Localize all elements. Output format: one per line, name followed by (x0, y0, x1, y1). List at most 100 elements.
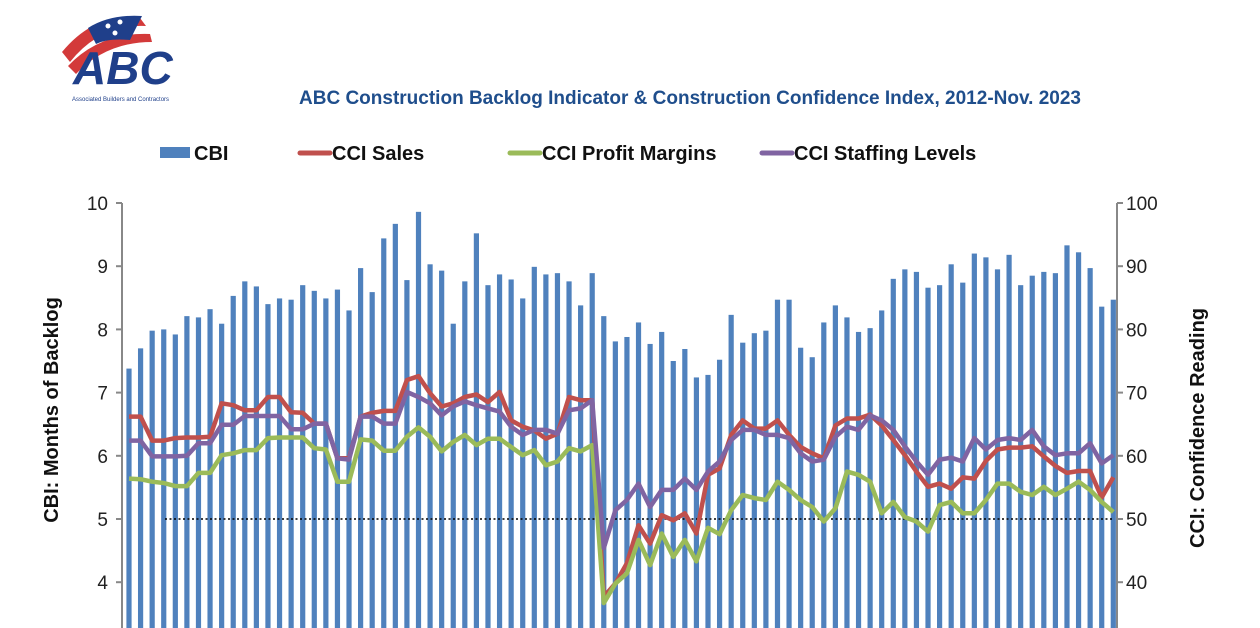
cbi-bar (496, 274, 503, 628)
cbi-bar (913, 271, 920, 628)
cbi-bar (635, 322, 642, 628)
cbi-bar (473, 233, 479, 628)
cbi-bar (983, 257, 989, 628)
cbi-bar (1064, 245, 1070, 628)
cbi-bar (508, 279, 514, 628)
y2-tick-label: 80 (1126, 320, 1147, 341)
cbi-bar (578, 305, 584, 628)
cbi-bar (879, 310, 885, 628)
cbi-bar (1087, 268, 1093, 628)
cbi-bar (693, 377, 700, 628)
cbi-bar (392, 223, 398, 628)
cbi-bar (670, 361, 676, 628)
cbi-bar (381, 238, 387, 628)
y-tick-label: 6 (97, 447, 108, 468)
cbi-bar (1075, 252, 1082, 628)
cbi-bar (763, 330, 769, 628)
cbi-bar (253, 286, 259, 628)
legend: CBI CCI Sales CCI Profit Margins CCI Staffi… (160, 143, 976, 165)
legend-label: CBI (194, 143, 228, 165)
cbi-bar (612, 341, 618, 628)
y-tick-label: 8 (97, 320, 108, 341)
cbi-bar (300, 285, 306, 628)
cbi-bar (716, 359, 723, 628)
legend-label: CCI Profit Margins (542, 143, 716, 165)
cbi-bar (137, 348, 144, 628)
legend-label: CCI Sales (332, 143, 424, 165)
cbi-bar (230, 295, 236, 628)
cbi-bar (520, 298, 526, 628)
cbi-bar (543, 274, 549, 628)
legend-label: CCI Staffing Levels (794, 143, 976, 165)
cbi-bar (415, 211, 422, 628)
cbi-bar (1099, 306, 1105, 628)
cbi-bar (786, 299, 792, 628)
cbi-bar (728, 314, 734, 628)
cbi-bar (601, 316, 607, 628)
cbi-bar (242, 281, 248, 628)
legend-swatch-cbi (160, 147, 190, 158)
cbi-bar (682, 348, 688, 628)
cbi-bar (288, 299, 294, 628)
logo-subtext: Associated Builders and Contractors (72, 97, 169, 103)
cbi-bar (276, 298, 283, 628)
y2-tick-label: 70 (1126, 384, 1147, 405)
cbi-bar (890, 278, 896, 628)
cbi-bar (925, 287, 931, 628)
y-tick-label: 7 (97, 384, 108, 405)
cbi-bar (161, 329, 167, 628)
cbi-bar (774, 299, 781, 628)
cbi-bar (346, 310, 352, 628)
cbi-bar (659, 331, 665, 628)
y2-tick-label: 60 (1126, 447, 1147, 468)
cbi-bar (809, 357, 815, 628)
logo-text: ABC (72, 42, 173, 94)
cbi-bar (624, 336, 630, 628)
cbi-bar (323, 298, 329, 628)
cbi-bar (937, 285, 943, 628)
y2-tick-label: 100 (1126, 194, 1158, 215)
cbi-bar (1018, 285, 1024, 628)
cbi-bar (404, 280, 410, 628)
y2-tick-label: 40 (1126, 573, 1147, 594)
y-tick-label: 5 (97, 510, 108, 531)
cbi-bar (867, 328, 873, 628)
abc-logo: ABC Associated Builders and Contractors (62, 15, 173, 103)
cbi-bar (531, 266, 537, 628)
cbi-bar (1029, 275, 1035, 628)
cbi-bar (948, 264, 954, 628)
cbi-bar (855, 331, 862, 628)
y2-tick-label: 50 (1126, 510, 1147, 531)
cbi-bar (427, 264, 433, 628)
cbi-bar (311, 290, 317, 628)
cbi-bar (566, 281, 572, 628)
plot-area: 4 5 6 7 8 9 10 40 50 60 70 80 90 100 (87, 194, 1158, 628)
y-tick-label: 9 (97, 257, 108, 278)
cbi-bar (265, 304, 271, 628)
cbi-bar (1110, 299, 1116, 628)
cbi-bar (184, 316, 190, 628)
y2-tick-label: 90 (1126, 257, 1147, 278)
cbi-bar (358, 268, 364, 628)
cbi-bar (1006, 254, 1012, 628)
cbi-bar (172, 334, 178, 628)
series-line-cci-profit-margins (128, 425, 1115, 606)
cbi-bar (450, 323, 456, 628)
series-line-cci-staffing-levels (129, 389, 1115, 551)
cbi-bar (126, 368, 132, 628)
cbi-bar (960, 282, 966, 628)
cbi-bar (369, 292, 375, 628)
cbi-bar (149, 330, 155, 628)
cbi-bar (485, 285, 491, 628)
cbi-bar (647, 343, 653, 628)
cbi-bar (219, 323, 225, 628)
cbi-bar (207, 309, 213, 628)
series-line-cci-sales (129, 373, 1116, 599)
cbi-bar (751, 333, 757, 628)
y-tick-label: 10 (87, 194, 108, 215)
cbi-bar (462, 281, 468, 628)
chart-title: ABC Construction Backlog Indicator & Con… (299, 88, 1081, 109)
cbi-bar (798, 347, 804, 628)
y-axis-title: CBI: Months of Backlog (41, 297, 63, 523)
